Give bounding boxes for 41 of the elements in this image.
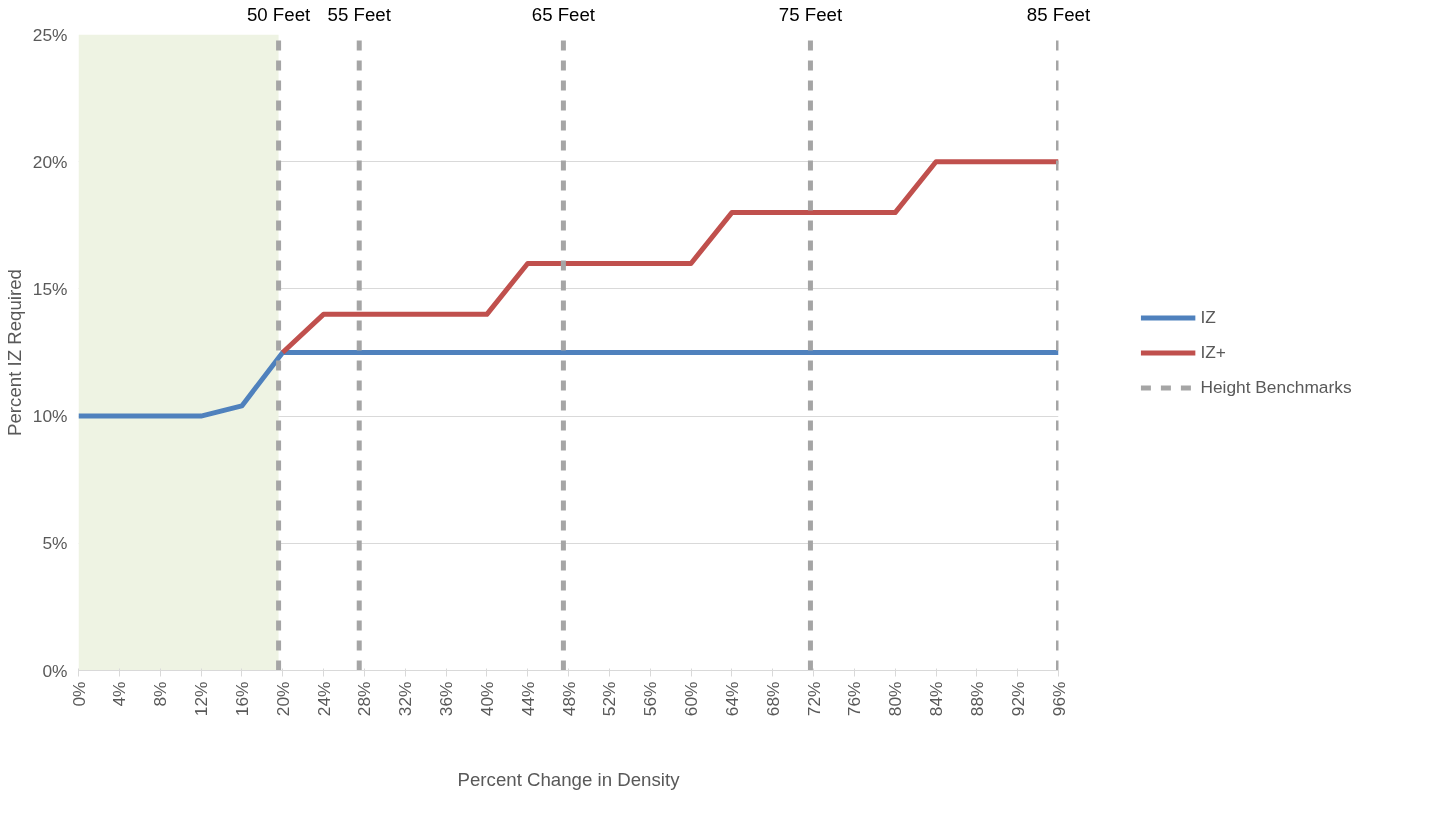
x-tick-label: 96%	[1048, 681, 1069, 717]
x-axis-title: Percent Change in Density	[457, 769, 681, 791]
ref-line-label: 65 Feet	[531, 3, 596, 25]
x-tick-label: 40%	[476, 681, 497, 717]
x-tick-label: 16%	[231, 681, 252, 717]
x-tick-label: 72%	[803, 681, 824, 717]
ref-line-label: 85 Feet	[1026, 3, 1091, 25]
ref-line-label: 50 Feet	[246, 3, 312, 25]
legend-label: IZ	[1200, 306, 1217, 328]
y-tick-label: 15%	[32, 278, 68, 299]
x-tick-label: 0%	[68, 681, 89, 707]
x-tick-label: 8%	[150, 681, 171, 707]
x-tick-label: 56%	[640, 681, 661, 717]
x-tick-label: 20%	[272, 681, 293, 717]
legend-label: IZ+	[1200, 341, 1226, 363]
y-tick-label: 25%	[32, 24, 68, 45]
y-tick-label: 10%	[32, 406, 68, 427]
y-tick-label: 5%	[42, 533, 68, 554]
x-tick-label: 44%	[517, 681, 538, 717]
x-tick-label: 12%	[191, 681, 211, 717]
x-tick-label: 48%	[558, 681, 579, 717]
text: Height Benchmarks	[1200, 376, 1352, 398]
y-tick-label: 20%	[32, 151, 68, 172]
x-tick-label: 24%	[313, 681, 334, 717]
ref-line-label: 55 Feet	[327, 3, 392, 25]
x-tick-label: 60%	[681, 681, 701, 717]
y-axis-title: Percent IZ Required	[3, 269, 25, 436]
x-tick-label: 52%	[599, 681, 620, 717]
y-tick-label: 0%	[42, 660, 68, 681]
x-tick-label: 84%	[926, 681, 946, 717]
x-tick-label: 80%	[885, 681, 906, 717]
x-tick-label: 92%	[1007, 681, 1028, 717]
x-tick-label: 36%	[436, 681, 456, 717]
ref-line-label: 75 Feet	[778, 3, 843, 25]
x-tick-label: 64%	[721, 681, 742, 717]
x-tick-label: 4%	[109, 681, 130, 707]
x-tick-label: 68%	[762, 681, 783, 717]
x-tick-label: 32%	[395, 681, 416, 717]
x-tick-label: 76%	[844, 681, 865, 717]
x-tick-label: 28%	[354, 681, 375, 717]
x-tick-label: 88%	[966, 681, 987, 717]
